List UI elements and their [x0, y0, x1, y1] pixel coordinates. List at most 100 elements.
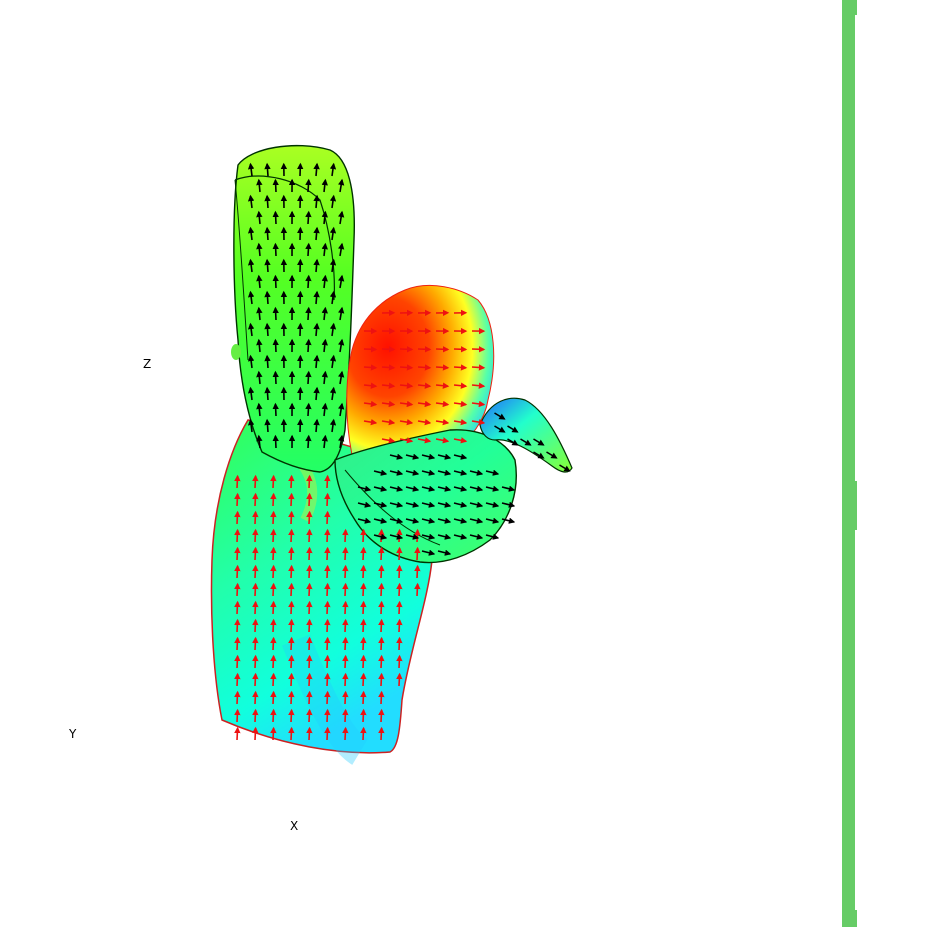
arrow-icon — [270, 582, 277, 597]
arrow-icon — [338, 434, 345, 449]
arrow-icon — [272, 306, 279, 321]
arrow-icon — [360, 708, 367, 723]
arrow-icon — [324, 582, 331, 597]
arrow-icon — [437, 533, 452, 540]
arrow-icon — [264, 322, 271, 337]
arrow-icon — [360, 600, 367, 615]
arrow-icon — [469, 517, 484, 524]
arrow-icon — [378, 708, 385, 723]
arrow-icon — [405, 469, 420, 476]
arrow-icon — [272, 210, 279, 225]
arrow-icon — [270, 654, 277, 669]
arrow-icon — [272, 402, 279, 417]
arrow-icon — [437, 517, 452, 524]
arrow-icon — [389, 453, 404, 460]
arrow-icon — [494, 425, 506, 433]
arrow-icon — [264, 418, 271, 433]
arrow-icon — [288, 564, 295, 579]
arrow-icon — [329, 322, 337, 337]
arrow-icon — [469, 485, 484, 492]
arrow-icon — [501, 517, 516, 524]
arrow-icon — [405, 533, 420, 540]
arrow-icon — [324, 510, 331, 525]
arrow-icon — [421, 453, 436, 460]
arrow-icon — [378, 546, 385, 561]
arrow-icon — [342, 708, 349, 723]
arrow-icon — [247, 258, 255, 273]
arrow-icon — [288, 654, 295, 669]
arrow-icon — [338, 274, 345, 289]
arrow-icon — [360, 528, 367, 543]
arrow-icon — [247, 290, 255, 305]
arrow-icon — [234, 474, 241, 489]
arrow-icon — [272, 434, 279, 449]
arrow-icon — [389, 485, 404, 492]
arrow-icon — [270, 618, 277, 633]
arrow-icon — [378, 654, 385, 669]
arrow-icon — [306, 726, 313, 741]
arrow-icon — [396, 546, 403, 561]
arrow-icon — [399, 364, 414, 371]
arrow-icon — [342, 654, 349, 669]
arrow-icon — [329, 386, 337, 401]
arrow-icon — [288, 618, 295, 633]
arrow-icon — [306, 600, 313, 615]
arrow-icon — [288, 546, 295, 561]
arrow-icon — [435, 382, 450, 389]
arrow-icon — [360, 654, 367, 669]
arrow-icon — [453, 400, 468, 408]
arrow-icon — [321, 210, 328, 225]
arrow-icon — [357, 517, 372, 524]
arrow-icon — [313, 162, 320, 177]
arrow-icon — [270, 600, 277, 615]
arrow-icon — [494, 412, 506, 420]
arrow-icon — [321, 178, 328, 193]
side-panel-bar[interactable] — [842, 0, 858, 927]
arrow-icon — [247, 418, 255, 433]
3d-viewport[interactable]: Z Y X — [0, 0, 840, 927]
arrow-icon — [306, 546, 313, 561]
arrow-icon — [360, 618, 367, 633]
arrow-icon — [305, 306, 312, 321]
arrow-icon — [396, 582, 403, 597]
arrow-icon — [342, 672, 349, 687]
arrow-icon — [256, 242, 263, 257]
arrow-icon — [321, 242, 328, 257]
arrow-icon — [272, 274, 279, 289]
arrow-icon — [234, 708, 241, 723]
arrow-icon — [378, 636, 385, 651]
arrow-icon — [437, 485, 452, 492]
arrow-icon — [469, 469, 484, 476]
axis-label-y: Y — [69, 727, 77, 741]
arrow-icon — [252, 582, 259, 597]
arrow-icon — [389, 501, 404, 508]
arrow-icon — [396, 654, 403, 669]
arrow-icon — [324, 618, 331, 633]
arrow-icon — [329, 162, 337, 177]
arrow-icon — [357, 501, 372, 508]
arrow-icon — [421, 549, 436, 556]
arrow-icon — [324, 528, 331, 543]
arrow-icon — [252, 564, 259, 579]
arrow-icon — [288, 600, 295, 615]
arrow-icon — [270, 546, 277, 561]
arrow-icon — [324, 708, 331, 723]
arrow-icon — [288, 510, 295, 525]
arrow-icon — [421, 533, 436, 540]
arrow-icon — [453, 517, 468, 524]
arrow-icon — [252, 474, 259, 489]
arrow-icon — [396, 672, 403, 687]
arrow-icon — [453, 382, 468, 389]
arrow-icon — [252, 672, 259, 687]
arrow-icon — [306, 672, 313, 687]
arrow-icon — [256, 306, 263, 321]
arrow-icon — [453, 418, 468, 426]
arrow-icon — [471, 364, 486, 371]
arrow-icon — [378, 726, 385, 741]
arrow-icon — [288, 708, 295, 723]
arrow-icon — [321, 370, 328, 385]
arrow-icon — [485, 485, 500, 492]
arrow-icon — [421, 517, 436, 524]
arrow-icon — [396, 528, 403, 543]
arrow-icon — [378, 618, 385, 633]
